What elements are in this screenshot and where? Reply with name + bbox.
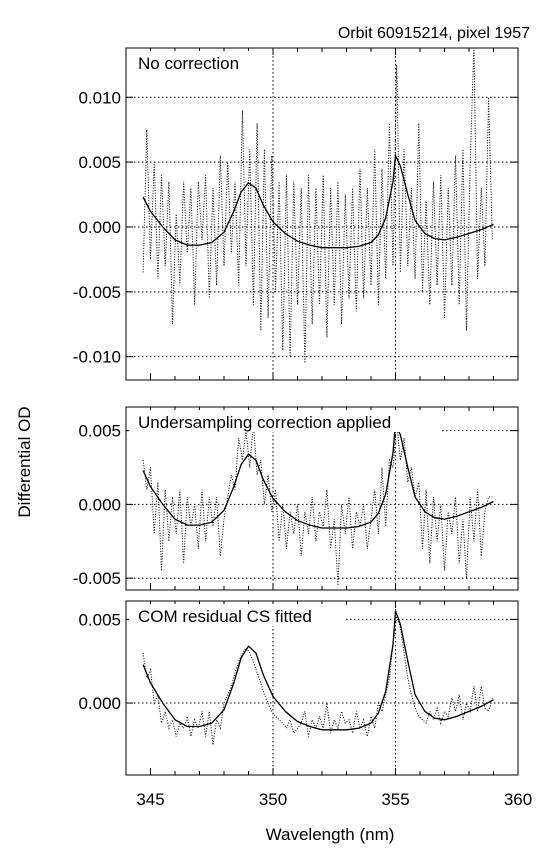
panel-title: Undersampling correction applied bbox=[138, 413, 391, 432]
panel-1: -0.010 -0.005 0.000 0.005 0.010 No correction bbox=[73, 47, 519, 381]
x-tick-label: 350 bbox=[259, 790, 287, 809]
y-tick-label: 0.005 bbox=[78, 153, 121, 172]
solid-series-line bbox=[142, 422, 494, 529]
panel-title-bg bbox=[129, 51, 260, 73]
y-tick-label: -0.005 bbox=[73, 283, 121, 302]
y-tick-label: 0.000 bbox=[78, 694, 121, 713]
panels: -0.010 -0.005 0.000 0.005 0.010 No correction… bbox=[73, 47, 532, 809]
panel-3: 0.000 0.005 345 350 355 360 COM residual CS fi… bbox=[78, 600, 532, 809]
y-tick-label: -0.005 bbox=[73, 569, 121, 588]
y-tick-label: 0.005 bbox=[78, 422, 121, 441]
solid-series-line bbox=[142, 610, 494, 731]
x-tick-label: 355 bbox=[381, 790, 409, 809]
y-tick-label: 0.000 bbox=[78, 218, 121, 237]
solid-series-line bbox=[142, 153, 494, 249]
plot-frame bbox=[125, 47, 519, 381]
y-tick-label: 0.010 bbox=[78, 88, 121, 107]
y-tick-label: 0.000 bbox=[78, 495, 121, 514]
dotted-series-line bbox=[142, 615, 493, 745]
dotted-series-line bbox=[142, 48, 493, 364]
figure-title: Orbit 60915214, pixel 1957 bbox=[338, 25, 530, 42]
y-axis-label: Differential OD bbox=[15, 406, 34, 517]
plot-frame bbox=[125, 406, 519, 591]
y-tick-label: 0.005 bbox=[78, 610, 121, 629]
panel-title: COM residual CS fitted bbox=[138, 607, 312, 626]
plot-frame bbox=[125, 600, 519, 776]
x-tick-label: 345 bbox=[136, 790, 164, 809]
panel-title-bg bbox=[129, 604, 347, 626]
panel-title-bg bbox=[129, 410, 443, 432]
panel-title: No correction bbox=[138, 54, 239, 73]
y-tick-label: -0.010 bbox=[73, 348, 121, 367]
panel-2: -0.005 0.000 0.005 Undersampling correction… bbox=[73, 406, 519, 591]
dotted-series-line bbox=[142, 423, 493, 586]
x-axis-label: Wavelength (nm) bbox=[266, 825, 395, 844]
x-tick-label: 360 bbox=[504, 790, 532, 809]
